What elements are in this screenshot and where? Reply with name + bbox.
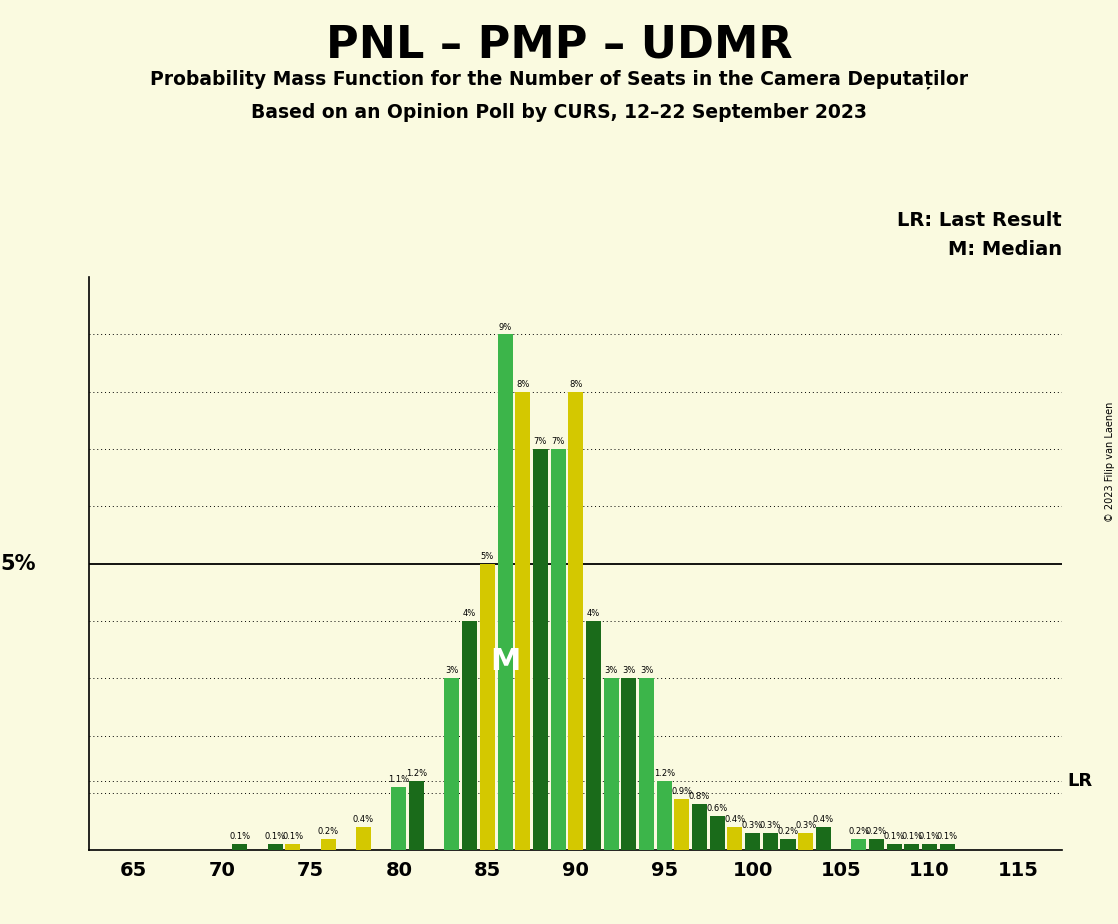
Bar <box>674 798 690 850</box>
Bar <box>904 845 919 850</box>
Text: 0.6%: 0.6% <box>707 804 728 813</box>
Text: 1.1%: 1.1% <box>388 775 409 784</box>
Text: 0.2%: 0.2% <box>777 827 798 835</box>
Bar <box>285 845 301 850</box>
Text: 0.3%: 0.3% <box>795 821 816 830</box>
Bar <box>728 827 742 850</box>
Text: © 2023 Filip van Laenen: © 2023 Filip van Laenen <box>1106 402 1115 522</box>
Bar <box>656 782 672 850</box>
Text: 0.2%: 0.2% <box>865 827 887 835</box>
Bar <box>533 449 548 850</box>
Bar <box>498 334 512 850</box>
Text: 0.1%: 0.1% <box>919 833 940 842</box>
Text: 0.1%: 0.1% <box>883 833 904 842</box>
Bar <box>445 678 459 850</box>
Text: 4%: 4% <box>463 609 476 618</box>
Text: 0.9%: 0.9% <box>671 786 692 796</box>
Text: 7%: 7% <box>533 437 547 446</box>
Text: Probability Mass Function for the Number of Seats in the Camera Deputaților: Probability Mass Function for the Number… <box>150 69 968 89</box>
Text: 8%: 8% <box>517 380 530 389</box>
Bar <box>586 621 601 850</box>
Bar <box>922 845 937 850</box>
Text: 0.4%: 0.4% <box>724 815 746 824</box>
Bar <box>798 833 813 850</box>
Bar <box>939 845 955 850</box>
Text: PNL – PMP – UDMR: PNL – PMP – UDMR <box>325 23 793 67</box>
Text: 0.2%: 0.2% <box>849 827 870 835</box>
Bar <box>604 678 618 850</box>
Text: Based on an Opinion Poll by CURS, 12–22 September 2023: Based on an Opinion Poll by CURS, 12–22 … <box>252 103 866 123</box>
Bar <box>462 621 477 850</box>
Bar <box>356 827 371 850</box>
Text: 3%: 3% <box>605 666 618 675</box>
Text: 1.2%: 1.2% <box>406 770 427 778</box>
Bar <box>550 449 566 850</box>
Text: 0.1%: 0.1% <box>937 833 958 842</box>
Bar <box>409 782 424 850</box>
Bar <box>816 827 831 850</box>
Bar <box>568 392 584 850</box>
Bar <box>869 839 884 850</box>
Text: M: Median: M: Median <box>948 240 1062 259</box>
Text: 0.1%: 0.1% <box>282 833 303 842</box>
Bar <box>391 787 407 850</box>
Text: 8%: 8% <box>569 380 582 389</box>
Bar <box>887 845 901 850</box>
Text: LR: LR <box>1067 772 1092 790</box>
Text: 5%: 5% <box>0 553 36 574</box>
Text: 0.2%: 0.2% <box>318 827 339 835</box>
Bar <box>710 816 724 850</box>
Bar <box>480 564 495 850</box>
Bar <box>267 845 283 850</box>
Bar <box>851 839 866 850</box>
Text: 3%: 3% <box>445 666 458 675</box>
Text: 0.1%: 0.1% <box>229 833 250 842</box>
Bar <box>639 678 654 850</box>
Text: LR: Last Result: LR: Last Result <box>898 212 1062 230</box>
Bar <box>780 839 796 850</box>
Bar <box>321 839 335 850</box>
Bar <box>622 678 636 850</box>
Text: 0.1%: 0.1% <box>265 833 286 842</box>
Bar <box>515 392 530 850</box>
Bar <box>692 804 707 850</box>
Text: M: M <box>490 647 520 675</box>
Text: 0.4%: 0.4% <box>813 815 834 824</box>
Text: 5%: 5% <box>481 552 494 561</box>
Text: 0.1%: 0.1% <box>901 833 922 842</box>
Text: 0.3%: 0.3% <box>759 821 781 830</box>
Bar <box>762 833 778 850</box>
Text: 0.4%: 0.4% <box>353 815 375 824</box>
Bar <box>745 833 760 850</box>
Text: 0.3%: 0.3% <box>742 821 764 830</box>
Text: 7%: 7% <box>551 437 565 446</box>
Text: 0.8%: 0.8% <box>689 793 710 801</box>
Text: 3%: 3% <box>622 666 635 675</box>
Bar <box>233 845 247 850</box>
Text: 1.2%: 1.2% <box>654 770 675 778</box>
Text: 9%: 9% <box>499 322 512 332</box>
Text: 3%: 3% <box>639 666 653 675</box>
Text: 4%: 4% <box>587 609 600 618</box>
